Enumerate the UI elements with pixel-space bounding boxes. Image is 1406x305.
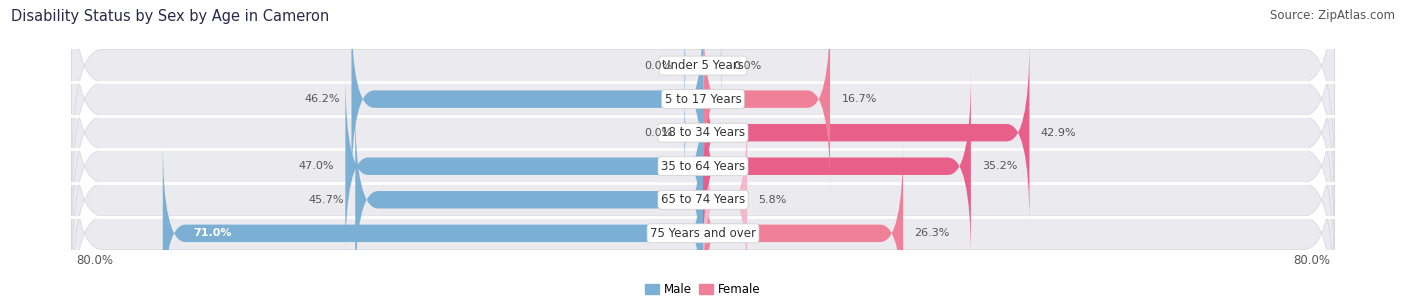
Text: 47.0%: 47.0% xyxy=(298,161,335,171)
FancyBboxPatch shape xyxy=(72,48,1334,284)
FancyBboxPatch shape xyxy=(72,82,1334,305)
FancyBboxPatch shape xyxy=(346,74,703,258)
Text: 0.0%: 0.0% xyxy=(644,128,672,138)
Text: 71.0%: 71.0% xyxy=(193,228,232,238)
FancyBboxPatch shape xyxy=(352,7,703,191)
FancyBboxPatch shape xyxy=(163,142,703,305)
Text: 46.2%: 46.2% xyxy=(305,94,340,104)
FancyBboxPatch shape xyxy=(703,24,723,107)
FancyBboxPatch shape xyxy=(683,91,703,174)
Legend: Male, Female: Male, Female xyxy=(641,278,765,300)
Text: 35.2%: 35.2% xyxy=(983,161,1018,171)
FancyBboxPatch shape xyxy=(703,142,903,305)
Text: 42.9%: 42.9% xyxy=(1040,128,1077,138)
Text: Under 5 Years: Under 5 Years xyxy=(662,59,744,72)
FancyBboxPatch shape xyxy=(703,41,1029,224)
FancyBboxPatch shape xyxy=(72,15,1334,251)
FancyBboxPatch shape xyxy=(703,108,747,292)
Text: 65 to 74 Years: 65 to 74 Years xyxy=(661,193,745,206)
Text: 75 Years and over: 75 Years and over xyxy=(650,227,756,240)
FancyBboxPatch shape xyxy=(703,7,830,191)
FancyBboxPatch shape xyxy=(72,0,1334,217)
FancyBboxPatch shape xyxy=(356,108,703,292)
FancyBboxPatch shape xyxy=(72,0,1334,184)
Text: 0.0%: 0.0% xyxy=(734,61,762,70)
Text: 26.3%: 26.3% xyxy=(914,228,950,238)
Text: 16.7%: 16.7% xyxy=(841,94,877,104)
FancyBboxPatch shape xyxy=(72,115,1334,305)
Text: Source: ZipAtlas.com: Source: ZipAtlas.com xyxy=(1270,9,1395,22)
Text: 5 to 17 Years: 5 to 17 Years xyxy=(665,93,741,106)
FancyBboxPatch shape xyxy=(703,74,970,258)
Text: 18 to 34 Years: 18 to 34 Years xyxy=(661,126,745,139)
Text: 45.7%: 45.7% xyxy=(308,195,344,205)
Text: 0.0%: 0.0% xyxy=(644,61,672,70)
Text: 35 to 64 Years: 35 to 64 Years xyxy=(661,160,745,173)
Text: 5.8%: 5.8% xyxy=(759,195,787,205)
FancyBboxPatch shape xyxy=(683,24,703,107)
Text: Disability Status by Sex by Age in Cameron: Disability Status by Sex by Age in Camer… xyxy=(11,9,329,24)
